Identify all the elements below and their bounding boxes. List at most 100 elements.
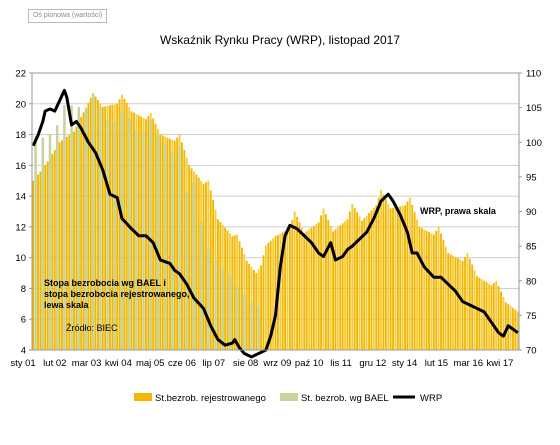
bar-rejestrowane <box>516 311 519 350</box>
bar-rejestrowane <box>44 165 47 350</box>
bar-rejestrowane <box>411 204 414 350</box>
bar-rejestrowane <box>461 260 464 350</box>
bar-rejestrowane <box>166 137 169 350</box>
bar-rejestrowane <box>238 241 241 350</box>
bar-rejestrowane <box>490 285 493 350</box>
bar-rejestrowane <box>363 218 366 350</box>
bar-rejestrowane <box>408 197 411 350</box>
bar-rejestrowane <box>111 104 114 350</box>
series-bael-bars <box>34 94 260 351</box>
bar-rejestrowane <box>344 221 347 350</box>
bar-rejestrowane <box>480 279 483 350</box>
bar-rejestrowane <box>296 216 299 350</box>
bar-rejestrowane <box>109 105 111 350</box>
left-axis-label: 14 <box>15 192 26 203</box>
bar-bael <box>207 248 210 350</box>
right-axis-label: 105 <box>526 103 542 114</box>
bar-rejestrowane <box>154 123 157 351</box>
bar-rejestrowane <box>281 232 284 350</box>
bar-rejestrowane <box>291 219 294 350</box>
bar-bael <box>91 94 95 351</box>
bar-rejestrowane <box>365 215 368 350</box>
x-axis-label: wrz 09 <box>262 358 291 369</box>
bar-rejestrowane <box>279 233 282 350</box>
annotation-bael: lewa skala <box>44 300 90 310</box>
bar-rejestrowane <box>75 126 78 350</box>
bar-rejestrowane <box>284 230 287 350</box>
bar-rejestrowane <box>377 197 380 350</box>
bar-rejestrowane <box>303 233 306 350</box>
legend-swatch-rejestrowane <box>134 393 152 401</box>
bar-rejestrowane <box>502 296 505 350</box>
bar-bael <box>135 129 138 350</box>
x-axis-label: mar 16 <box>453 358 483 369</box>
bar-rejestrowane <box>240 247 243 350</box>
bar-rejestrowane <box>53 149 56 350</box>
bar-rejestrowane <box>322 208 325 350</box>
bar-rejestrowane <box>406 201 409 350</box>
bar-rejestrowane <box>399 206 402 350</box>
bar-rejestrowane <box>46 161 49 350</box>
bar-rejestrowane <box>224 227 227 350</box>
bar-rejestrowane <box>212 199 215 350</box>
bar-rejestrowane <box>123 98 126 350</box>
bar-rejestrowane <box>478 277 481 350</box>
left-axis-label: 18 <box>15 130 26 141</box>
bar-rejestrowane <box>459 259 462 350</box>
right-axis-label: 100 <box>526 138 542 149</box>
bar-rejestrowane <box>384 199 387 350</box>
bar-rejestrowane <box>209 190 212 350</box>
bar-rejestrowane <box>425 230 428 350</box>
bar-rejestrowane <box>375 205 378 350</box>
bar-rejestrowane <box>356 212 359 350</box>
axis-tooltip-tag: Oś pionowa (wartości) <box>28 9 108 23</box>
bar-rejestrowane <box>116 103 119 351</box>
bar-rejestrowane <box>387 203 390 350</box>
bar-rejestrowane <box>308 229 311 350</box>
bar-rejestrowane <box>104 106 107 350</box>
bar-rejestrowane <box>396 206 399 350</box>
bar-bael <box>228 274 232 350</box>
bar-bael <box>120 111 124 350</box>
x-axis-label: lut 15 <box>425 358 448 369</box>
bar-rejestrowane <box>80 117 83 351</box>
bar-rejestrowane <box>336 227 339 350</box>
bar-bael <box>34 136 37 350</box>
bar-rejestrowane <box>310 227 313 350</box>
bar-rejestrowane <box>346 219 349 350</box>
bar-rejestrowane <box>147 116 150 350</box>
bar-rejestrowane <box>483 280 486 350</box>
bar-rejestrowane <box>65 136 68 350</box>
bar-rejestrowane <box>51 153 54 350</box>
bar-rejestrowane <box>97 99 99 350</box>
bar-rejestrowane <box>504 302 507 350</box>
bar-bael <box>142 131 145 350</box>
bar-rejestrowane <box>140 116 143 350</box>
bar-rejestrowane <box>500 291 502 350</box>
bar-rejestrowane <box>159 134 162 350</box>
bar-bael <box>163 143 167 350</box>
bar-rejestrowane <box>437 226 440 350</box>
bar-rejestrowane <box>231 236 234 350</box>
left-axis-label: 16 <box>15 161 26 172</box>
legend-label: WRP <box>420 393 442 404</box>
bar-rejestrowane <box>286 229 289 350</box>
bar-rejestrowane <box>389 208 392 350</box>
bar-rejestrowane <box>190 168 193 350</box>
x-axis-label: kwi 04 <box>105 358 132 369</box>
annotation-wrp: WRP, prawa skala <box>420 206 497 216</box>
bar-rejestrowane <box>188 165 191 350</box>
right-axis-label: 85 <box>526 242 537 253</box>
bar-rejestrowane <box>404 205 406 350</box>
bar-rejestrowane <box>181 142 183 350</box>
bar-bael <box>171 153 174 350</box>
right-axis-label: 80 <box>526 276 537 287</box>
bar-bael <box>48 134 52 350</box>
legend-label: St.bezrob. rejestrowanego <box>155 393 266 404</box>
left-axis-label: 8 <box>21 284 26 295</box>
chart-title: Wskaźnik Rynku Pracy (WRP), listopad 201… <box>160 33 400 47</box>
bar-rejestrowane <box>432 234 435 350</box>
bar-rejestrowane <box>440 233 442 350</box>
bar-rejestrowane <box>89 97 92 351</box>
bar-bael <box>257 305 260 350</box>
